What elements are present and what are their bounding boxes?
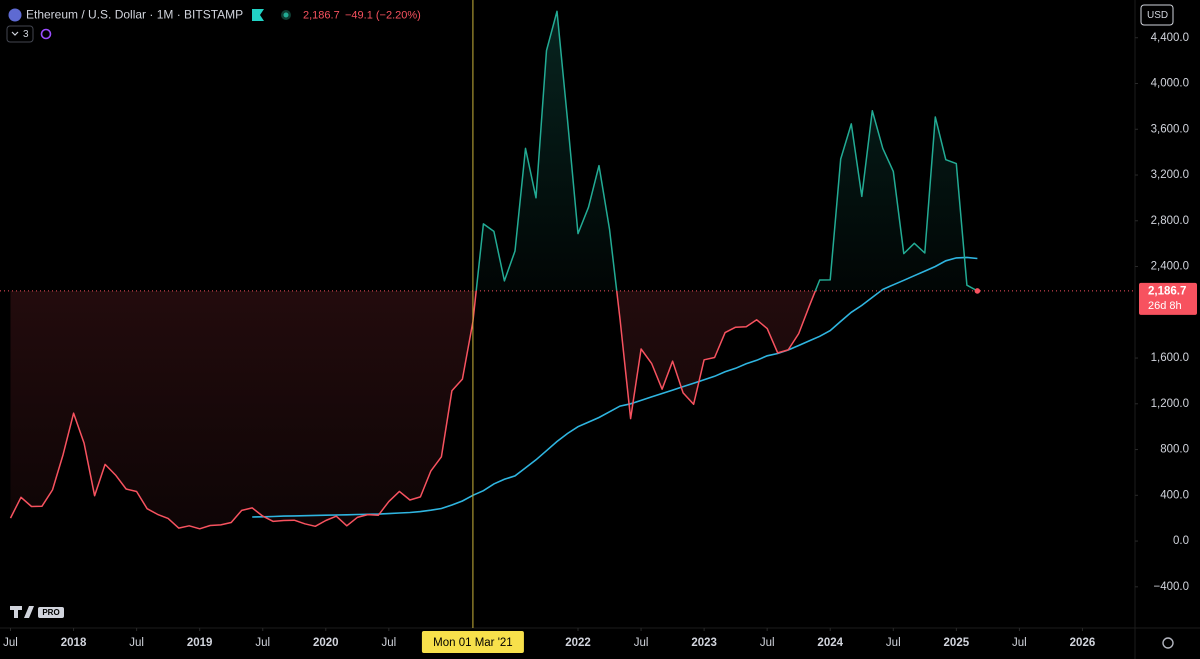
x-tick-label: 2023 [691,637,717,649]
status-dot [283,12,289,18]
indicators-toggle[interactable] [6,25,34,43]
x-tick-label: 2018 [61,637,87,649]
x-tick-label: Jul [886,637,901,649]
settings-icon[interactable] [1162,637,1174,649]
x-tick-label: Jul [129,637,144,649]
price-tag-value: 2,186.7 [1148,285,1186,297]
last-point [974,288,981,294]
y-tick-label: 400.0 [1160,489,1189,501]
baseline-area [10,11,978,529]
x-tick-label: Jul [760,637,775,649]
x-tick-label: 2019 [187,637,213,649]
y-tick-label: 1,600.0 [1151,352,1189,364]
logo-badge [38,607,64,618]
crosshair-label: Mon 01 Mar '21 [433,637,513,649]
y-tick-label: 0.0 [1173,535,1189,547]
y-tick-label: 2,800.0 [1151,215,1189,227]
price-tag-countdown: 26d 8h [1148,300,1182,312]
y-tick-label: 2,400.0 [1151,261,1189,273]
chevron-icon [11,31,19,36]
last-price: 2,186.7 [303,9,340,21]
logo-text: PRO [42,608,59,617]
crosshair-label-bg [421,631,524,653]
currency-label: USD [1147,10,1168,21]
y-tick-label: −400.0 [1154,581,1190,593]
flag-icon[interactable] [252,9,264,21]
x-tick-label: 2025 [944,637,970,649]
x-tick-label: Jul [3,637,18,649]
logo-mark [10,606,34,618]
x-tick-label: Jul [381,637,396,649]
plot-area [0,10,1135,530]
x-tick-label: 2026 [1070,637,1096,649]
y-tick-label: 1,200.0 [1151,398,1189,410]
currency-button[interactable] [1140,4,1174,26]
indicator-icon[interactable] [40,28,52,40]
x-tick-label: 2020 [313,637,339,649]
y-tick-label: 800.0 [1160,444,1189,456]
indicator-count: 3 [23,29,29,40]
y-tick-label: 3,200.0 [1151,169,1189,181]
y-tick-label: 3,600.0 [1151,123,1189,135]
x-tick-label: Jul [255,637,270,649]
x-tick-label: Jul [634,637,649,649]
price-change: −49.1 (−2.20%) [345,9,421,21]
price-line [9,10,978,530]
price-tag [1139,282,1197,315]
x-tick-label: 2022 [565,637,591,649]
symbol-title[interactable]: Ethereum / U.S. Dollar · 1M · BITSTAMP [26,8,243,22]
x-tick-label: 2024 [817,637,843,649]
y-tick-label: 4,000.0 [1151,78,1189,90]
symbol-icon [8,8,22,22]
y-tick-label: 4,400.0 [1151,32,1189,44]
x-tick-label: Jul [1012,637,1027,649]
